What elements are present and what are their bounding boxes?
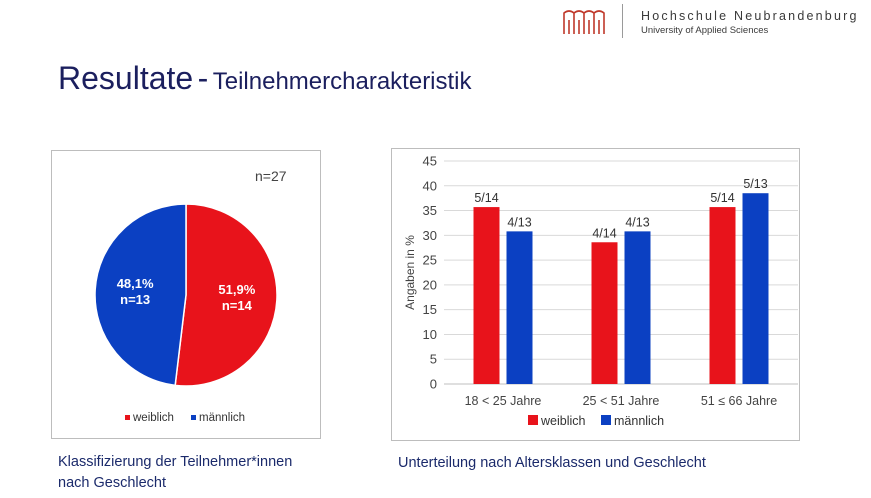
legend-label-weiblich: weiblich bbox=[540, 414, 586, 428]
pie-slice-percent-label: 48,1% bbox=[117, 276, 154, 291]
title-sub: Teilnehmercharakteristik bbox=[212, 68, 472, 95]
y-tick-label: 40 bbox=[423, 178, 437, 193]
pie-annotation: n=27 bbox=[255, 168, 287, 184]
bar-weiblich bbox=[709, 207, 736, 384]
legend-label-maennlich: männlich bbox=[614, 414, 664, 428]
pie-slice-maennlich bbox=[94, 203, 187, 387]
bar-caption: Unterteilung nach Altersklassen und Gesc… bbox=[398, 453, 706, 474]
bar-maennlich bbox=[506, 231, 533, 384]
pie-caption-line-2: nach Geschlecht bbox=[58, 475, 167, 491]
bar-data-label: 5/13 bbox=[743, 177, 767, 191]
x-tick-label: 51 ≤ 66 Jahre bbox=[701, 394, 777, 408]
bar-chart: 0 5 10 15 20 25 30 35 40 45 Angaben in % 5/14 4/13 18… bbox=[403, 154, 798, 428]
y-tick-label: 25 bbox=[423, 253, 437, 268]
bar-chart-panel: 0 5 10 15 20 25 30 35 40 45 Angaben in % 5/14 4/13 18… bbox=[391, 148, 800, 441]
institution-name: Hochschule Neubrandenburg bbox=[641, 9, 859, 23]
x-tick-label: 25 < 51 Jahre bbox=[583, 394, 660, 408]
pie-chart: 51,9%n=14 48,1%n=13 n=27 weiblich männlich bbox=[94, 168, 287, 424]
pie-slice-percent-label: 51,9% bbox=[218, 282, 255, 297]
bar-data-label: 4/13 bbox=[507, 215, 531, 229]
x-tick-label: 18 < 25 Jahre bbox=[465, 394, 542, 408]
bar-maennlich bbox=[624, 231, 651, 384]
y-axis-label: Angaben in % bbox=[403, 235, 417, 310]
pie-caption-line-1: Klassifizierung der Teilnehmer*innen bbox=[58, 454, 293, 470]
legend-swatch-weiblich bbox=[125, 415, 130, 420]
y-tick-label: 20 bbox=[423, 277, 437, 292]
pie-slice-weiblich bbox=[174, 203, 278, 387]
pie-caption: Klassifizierung der Teilnehmer*innen nac… bbox=[58, 452, 292, 494]
pie-slice-count-label: n=13 bbox=[120, 292, 150, 307]
y-tick-label: 15 bbox=[423, 302, 437, 317]
legend-label-weiblich: weiblich bbox=[132, 412, 174, 424]
pie-slice-count-label: n=14 bbox=[222, 298, 253, 313]
y-tick-label: 30 bbox=[423, 228, 437, 243]
bar-maennlich bbox=[742, 193, 769, 384]
page-title: Resultate - Teilnehmercharakteristik bbox=[58, 60, 472, 97]
y-tick-label: 35 bbox=[423, 203, 437, 218]
legend-swatch-maennlich bbox=[601, 415, 611, 425]
bar-data-label: 5/14 bbox=[710, 191, 734, 205]
y-tick-label: 5 bbox=[430, 352, 437, 367]
title-main: Resultate bbox=[58, 60, 194, 96]
legend-swatch-maennlich bbox=[191, 415, 196, 420]
legend-label-maennlich: männlich bbox=[199, 412, 245, 424]
institution-subtitle: University of Applied Sciences bbox=[641, 25, 769, 36]
y-tick-label: 0 bbox=[430, 377, 437, 392]
bar-data-label: 5/14 bbox=[474, 191, 498, 205]
legend-swatch-weiblich bbox=[528, 415, 538, 425]
title-separator: - bbox=[197, 60, 209, 96]
y-tick-label: 45 bbox=[423, 154, 437, 169]
bar-weiblich bbox=[591, 242, 618, 384]
y-tick-label: 10 bbox=[423, 327, 437, 342]
header-divider bbox=[622, 4, 623, 38]
pie-chart-panel: 51,9% n=14 48,1% n=13 n=27 weiblich männlich bbox=[51, 150, 321, 439]
bar-data-label: 4/14 bbox=[592, 226, 616, 240]
bar-data-label: 4/13 bbox=[625, 215, 649, 229]
bar-weiblich bbox=[473, 207, 500, 384]
university-logo bbox=[563, 10, 605, 34]
bar-caption-line-1: Unterteilung nach Altersklassen und Gesc… bbox=[398, 455, 706, 471]
